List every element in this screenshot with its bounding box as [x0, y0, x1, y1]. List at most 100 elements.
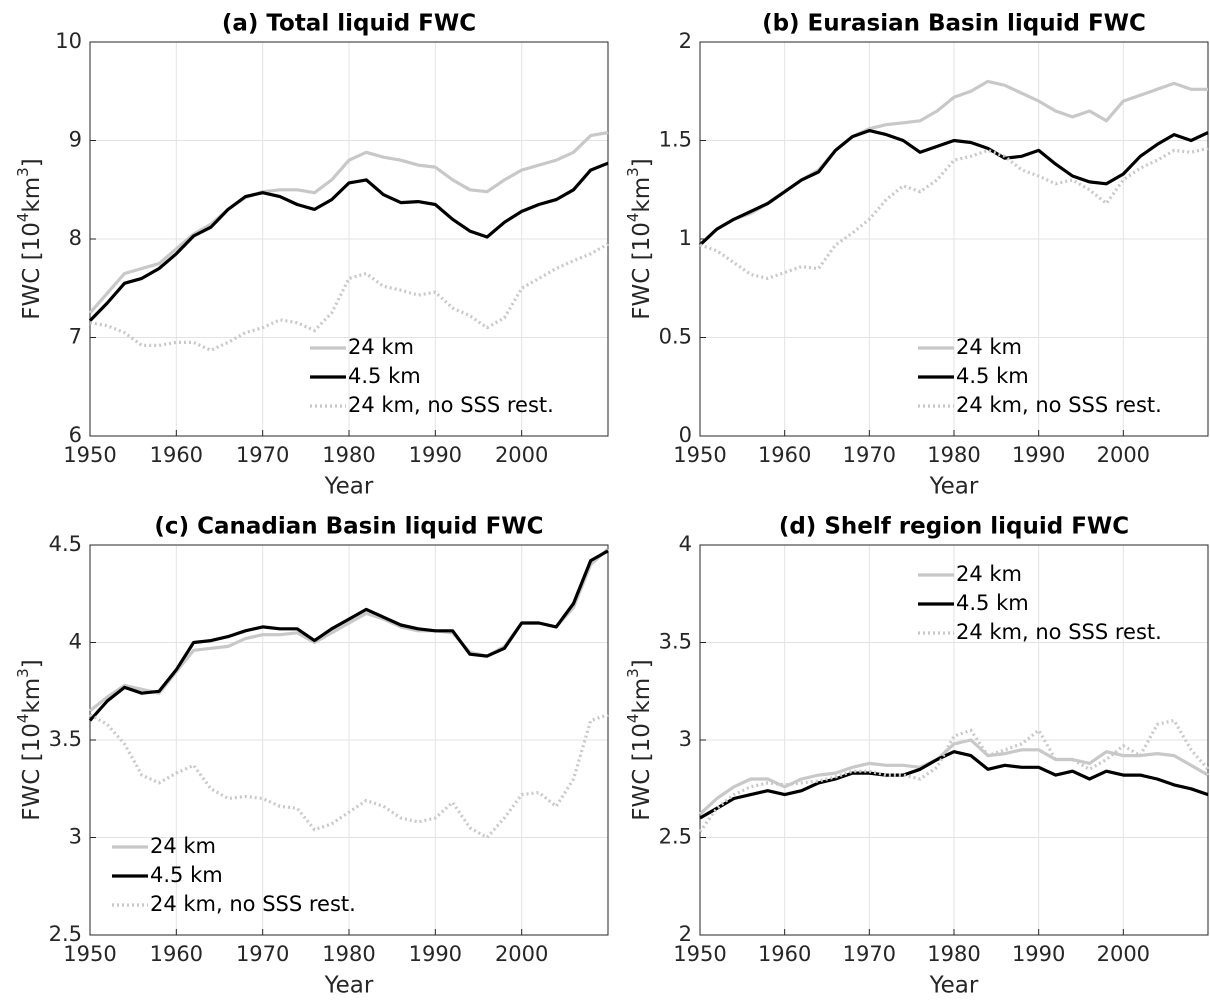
x-tick-label: 2000	[495, 443, 548, 467]
x-tick-label: 2000	[1097, 942, 1150, 966]
y-axis-label-part: 4	[14, 714, 32, 724]
y-tick-label: 3.5	[659, 630, 692, 654]
y-axis-label-part: 3	[14, 668, 32, 678]
y-tick-label: 2.5	[659, 825, 692, 849]
x-tick-label: 1950	[63, 443, 116, 467]
y-tick-label: 3.5	[49, 727, 82, 751]
y-axis-label: FWC [104km3]	[624, 659, 655, 820]
y-axis-label: FWC [104km3]	[624, 158, 655, 319]
axes-frame	[89, 544, 609, 936]
y-axis-label-part: 3	[14, 167, 32, 177]
y-tick-label: 4.5	[49, 532, 82, 556]
x-axis-label: Year	[324, 973, 374, 999]
x-axis-label: Year	[929, 474, 979, 500]
y-tick-label: 2.5	[49, 922, 82, 946]
y-tick-label: 4	[69, 630, 82, 654]
chart-title: (a) Total liquid FWC	[222, 11, 476, 37]
legend-label: 4.5 km	[348, 364, 421, 388]
series-line	[88, 131, 609, 314]
legend-label: 24 km	[348, 335, 414, 359]
y-tick-label: 6	[69, 423, 82, 447]
x-tick-label: 1950	[673, 443, 726, 467]
legend-label: 24 km, no SSS rest.	[956, 620, 1162, 644]
y-tick-label: 4	[679, 532, 692, 556]
y-axis-label-part: ]	[629, 659, 655, 668]
x-tick-label: 1990	[409, 443, 462, 467]
x-tick-label: 1960	[150, 942, 203, 966]
legend-label: 24 km	[956, 335, 1022, 359]
x-tick-label: 1970	[236, 443, 289, 467]
legend-label: 4.5 km	[956, 591, 1029, 615]
y-axis-label-part: FWC [10	[19, 723, 45, 821]
legend-label: 24 km, no SSS rest.	[348, 393, 554, 417]
y-axis-label-part: km	[629, 678, 655, 714]
legend-label: 24 km	[150, 834, 216, 858]
y-tick-label: 0.5	[659, 325, 692, 349]
series-line	[88, 549, 609, 722]
y-axis-label-part: km	[19, 177, 45, 213]
x-tick-label: 1990	[1012, 443, 1065, 467]
y-tick-label: 2	[679, 922, 692, 946]
y-axis-label-part: 4	[14, 213, 32, 223]
series-line	[698, 129, 1209, 247]
x-tick-label: 1980	[322, 942, 375, 966]
x-tick-label: 1990	[409, 942, 462, 966]
x-tick-label: 1980	[927, 942, 980, 966]
x-tick-label: 1960	[758, 942, 811, 966]
y-axis-label-part: ]	[19, 158, 45, 167]
x-tick-label: 1990	[1012, 942, 1065, 966]
x-axis-label: Year	[929, 973, 979, 999]
x-tick-label: 1950	[673, 942, 726, 966]
y-tick-label: 9	[69, 128, 82, 152]
y-tick-label: 0	[679, 423, 692, 447]
chart-title: (c) Canadian Basin liquid FWC	[154, 514, 543, 540]
x-tick-label: 2000	[1097, 443, 1150, 467]
y-axis-label: FWC [104km3]	[14, 659, 45, 820]
x-tick-label: 1970	[843, 443, 896, 467]
y-axis-label-part: FWC [10	[19, 222, 45, 320]
axes-frame	[89, 41, 609, 437]
y-axis-label-part: 4	[624, 213, 642, 223]
x-tick-label: 1960	[758, 443, 811, 467]
series-line	[698, 738, 1209, 816]
chart-title: (d) Shelf region liquid FWC	[779, 514, 1129, 540]
y-axis-label-part: 3	[624, 668, 642, 678]
legend-label: 4.5 km	[956, 364, 1029, 388]
y-tick-label: 8	[69, 226, 82, 250]
legend-label: 4.5 km	[150, 863, 223, 887]
y-tick-label: 7	[69, 325, 82, 349]
x-tick-label: 2000	[495, 942, 548, 966]
x-tick-label: 1960	[150, 443, 203, 467]
legend-label: 24 km, no SSS rest.	[150, 892, 356, 916]
x-tick-label: 1950	[63, 942, 116, 966]
y-axis-label-part: 3	[624, 167, 642, 177]
y-axis-label-part: ]	[629, 158, 655, 167]
x-tick-label: 1980	[927, 443, 980, 467]
series-line	[699, 750, 1209, 820]
y-axis-label-part: km	[19, 678, 45, 714]
axes-frame	[699, 41, 1209, 437]
y-tick-label: 2	[679, 29, 692, 53]
series-line	[88, 161, 609, 322]
x-tick-label: 1980	[322, 443, 375, 467]
y-tick-label: 3	[679, 727, 692, 751]
y-axis-label: FWC [104km3]	[14, 158, 45, 319]
x-tick-label: 1970	[236, 942, 289, 966]
series-line	[89, 713, 609, 840]
y-tick-label: 1.5	[659, 128, 692, 152]
legend-label: 24 km	[956, 562, 1022, 586]
y-axis-label-part: 4	[624, 714, 642, 724]
y-axis-label-part: km	[629, 177, 655, 213]
axes-frame	[699, 544, 1209, 936]
x-tick-label: 1970	[843, 942, 896, 966]
y-tick-label: 1	[679, 226, 692, 250]
y-tick-label: 3	[69, 825, 82, 849]
y-axis-label-part: FWC [10	[629, 723, 655, 821]
chart-title: (b) Eurasian Basin liquid FWC	[762, 11, 1146, 37]
y-axis-label-part: ]	[19, 659, 45, 668]
x-axis-label: Year	[324, 474, 374, 500]
y-tick-label: 10	[55, 29, 82, 53]
legend-label: 24 km, no SSS rest.	[956, 393, 1162, 417]
y-axis-label-part: FWC [10	[629, 222, 655, 320]
